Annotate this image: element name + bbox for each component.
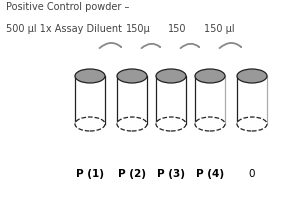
Ellipse shape (156, 69, 186, 83)
Ellipse shape (117, 117, 147, 131)
Ellipse shape (117, 69, 147, 83)
Bar (75, 76, 105, 124)
Bar (156, 76, 186, 124)
Ellipse shape (195, 117, 225, 131)
Ellipse shape (75, 69, 105, 83)
Text: P (4): P (4) (196, 169, 224, 179)
Text: P (2): P (2) (118, 169, 146, 179)
FancyArrowPatch shape (220, 43, 241, 48)
Text: 500 μl 1x Assay Diluent: 500 μl 1x Assay Diluent (6, 24, 122, 34)
Text: P (1): P (1) (76, 169, 104, 179)
Ellipse shape (156, 117, 186, 131)
Ellipse shape (75, 117, 105, 131)
FancyArrowPatch shape (100, 43, 121, 48)
Text: 0: 0 (249, 169, 255, 179)
Text: 150μ: 150μ (126, 24, 150, 34)
Text: 150: 150 (168, 24, 186, 34)
Ellipse shape (237, 69, 267, 83)
Bar (237, 76, 267, 124)
Bar (195, 76, 225, 124)
Ellipse shape (237, 117, 267, 131)
Ellipse shape (195, 69, 225, 83)
Bar (117, 76, 147, 124)
FancyArrowPatch shape (181, 44, 199, 48)
Text: Positive Control powder –: Positive Control powder – (6, 2, 129, 12)
FancyArrowPatch shape (142, 44, 160, 48)
Text: 150 μl: 150 μl (204, 24, 234, 34)
Text: P (3): P (3) (157, 169, 185, 179)
